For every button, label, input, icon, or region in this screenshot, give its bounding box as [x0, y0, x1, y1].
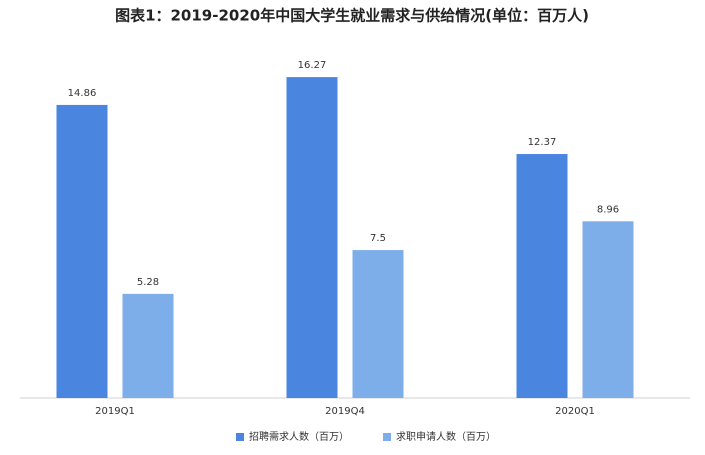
- data-label: 12.37: [528, 137, 557, 148]
- x-tick-label: 2020Q1: [555, 406, 595, 417]
- bar: [516, 154, 568, 398]
- data-label: 8.96: [597, 204, 619, 215]
- legend-label: 求职申请人数（百万）: [396, 430, 496, 443]
- legend-swatch: [383, 433, 391, 441]
- bar: [352, 250, 404, 398]
- bar: [122, 293, 174, 398]
- data-label: 5.28: [137, 277, 159, 288]
- bar: [56, 104, 108, 398]
- legend-label: 招聘需求人数（百万）: [249, 430, 349, 443]
- bar: [582, 221, 634, 398]
- bar: [286, 77, 338, 398]
- legend-swatch: [236, 433, 244, 441]
- x-tick-label: 2019Q1: [95, 406, 135, 417]
- data-label: 7.5: [370, 233, 386, 244]
- data-label: 14.86: [68, 88, 97, 99]
- x-tick-label: 2019Q4: [325, 406, 365, 417]
- data-label: 16.27: [298, 60, 327, 71]
- chart-title: 图表1：2019-2020年中国大学生就业需求与供给情况(单位：百万人): [115, 7, 589, 25]
